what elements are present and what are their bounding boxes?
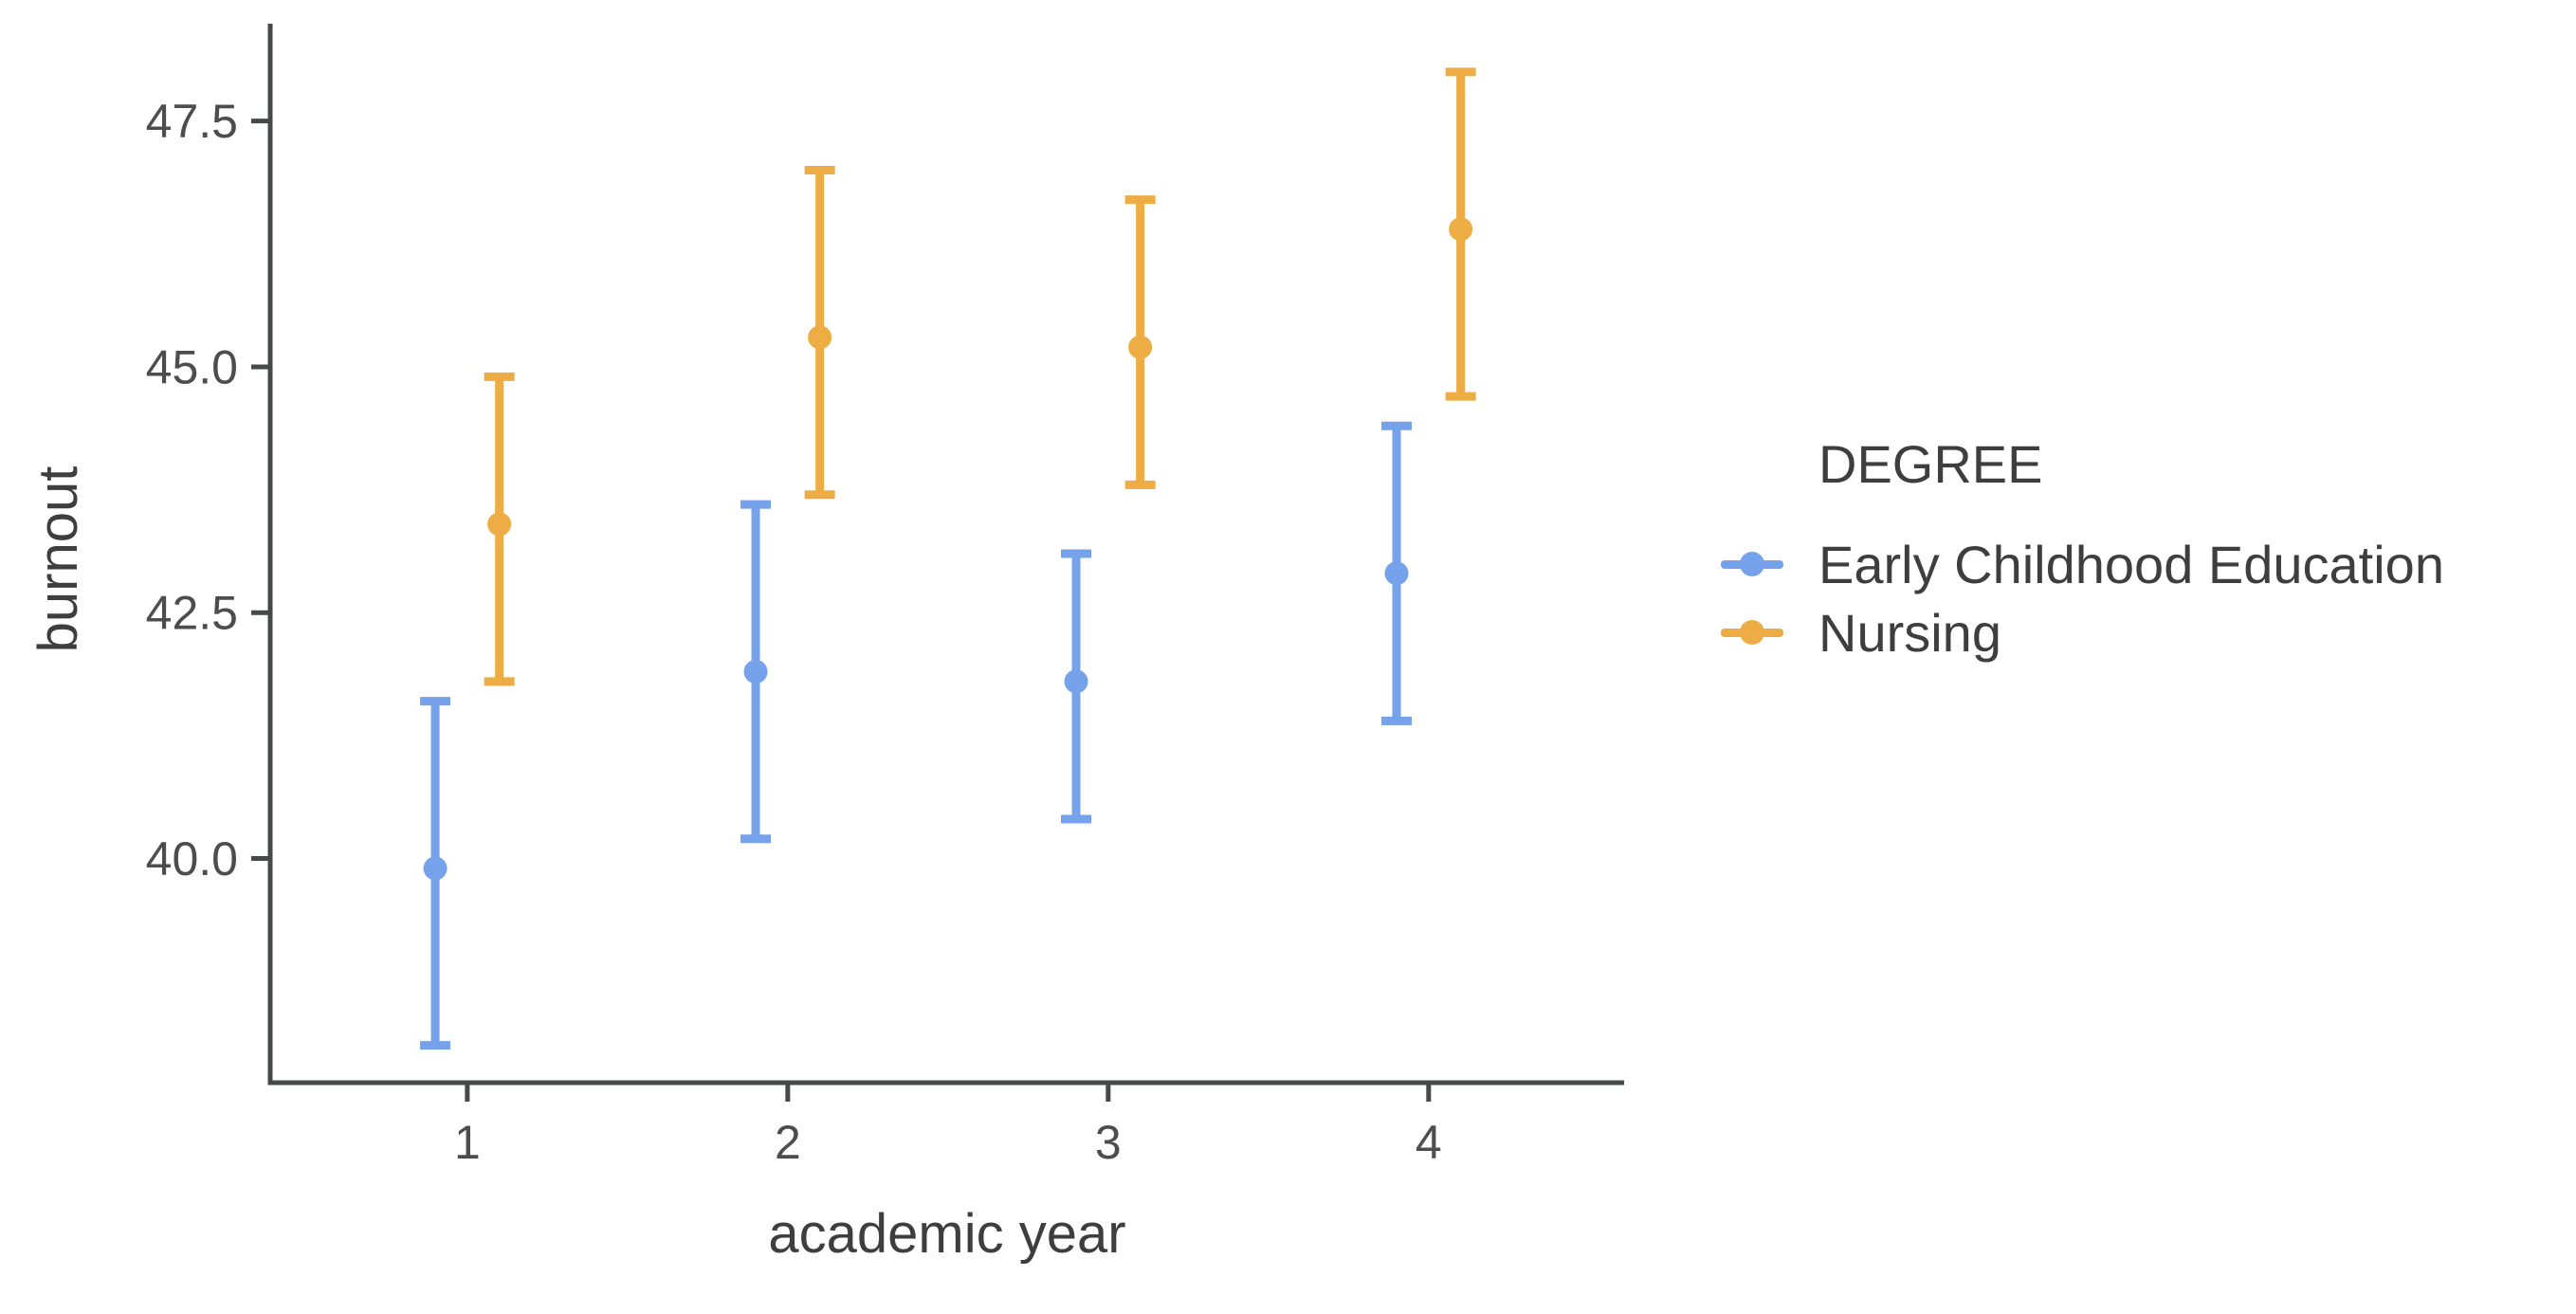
legend-item-nursing: Nursing (1721, 598, 2555, 666)
y-tick-label: 40.0 (146, 832, 238, 885)
x-axis-title: academic year (768, 1203, 1126, 1265)
point-estimate (487, 512, 512, 537)
y-axis-title: burnout (27, 465, 89, 653)
legend: DEGREE Early Childhood Education Nursing (1721, 431, 2555, 666)
pointrange-key-icon (1721, 530, 1783, 598)
key-dot (1740, 552, 1764, 576)
point-estimate (1128, 335, 1153, 359)
legend-title: DEGREE (1818, 434, 2043, 494)
point-estimate (1064, 669, 1088, 694)
x-tick-label: 1 (454, 1116, 481, 1169)
legend-label: Nursing (1818, 602, 2001, 663)
y-tick-label: 47.5 (146, 95, 238, 148)
y-tick-label: 42.5 (146, 587, 238, 640)
x-tick-label: 3 (1095, 1116, 1122, 1169)
point-estimate (1384, 561, 1409, 586)
y-tick-label: 45.0 (146, 340, 238, 393)
x-tick-label: 4 (1416, 1116, 1442, 1169)
legend-item-early-childhood-education: Early Childhood Education (1721, 530, 2555, 598)
key-dot (1740, 620, 1764, 645)
point-estimate (1449, 217, 1473, 242)
point-estimate (423, 856, 448, 881)
point-estimate (808, 325, 832, 350)
legend-label: Early Childhood Education (1818, 534, 2444, 594)
pointrange-key-icon (1721, 598, 1783, 666)
x-tick-label: 2 (775, 1116, 801, 1169)
point-estimate (743, 659, 768, 684)
